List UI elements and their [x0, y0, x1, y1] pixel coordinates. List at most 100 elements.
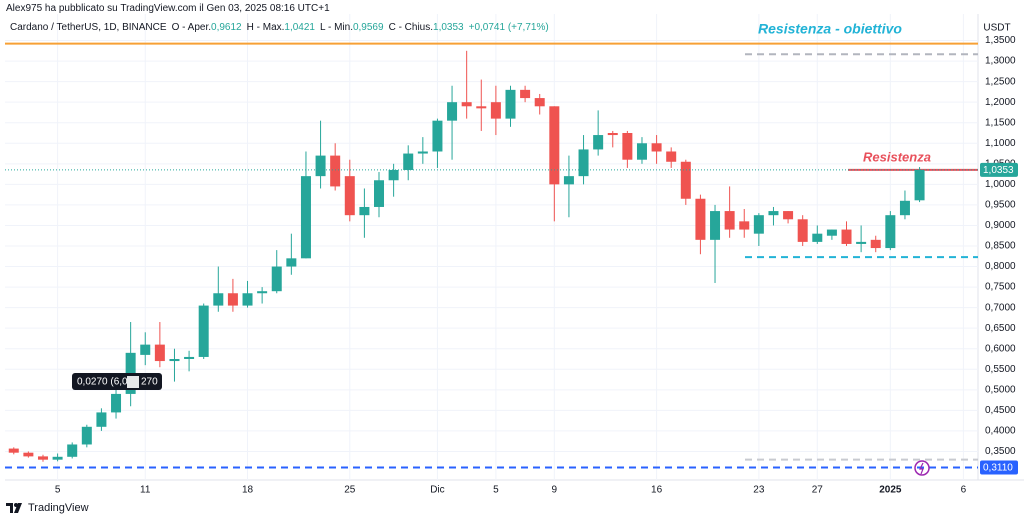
y-tick-label: 1,1500	[985, 117, 1016, 128]
y-tick-label: 0,4500	[985, 405, 1016, 416]
candle-body	[374, 180, 385, 207]
annotation: Resistenza	[863, 149, 931, 164]
x-tick-label: 6	[961, 485, 967, 496]
candle-body	[417, 151, 428, 154]
annotation: Resistenza - obiettivo	[758, 21, 902, 37]
candle-body	[826, 229, 837, 236]
candle-body	[841, 229, 852, 244]
candle-body	[490, 102, 501, 119]
y-tick-label: 0,8500	[985, 241, 1016, 252]
alert-icon	[914, 460, 930, 476]
y-tick-label: 1,0000	[985, 179, 1016, 190]
x-tick-label: 27	[812, 485, 824, 496]
y-tick-label: 0,5500	[985, 364, 1016, 375]
ohlc-label: O - Aper.	[171, 22, 212, 33]
candle-body	[286, 258, 297, 267]
candle-body	[476, 106, 487, 109]
x-tick-label: 9	[552, 485, 558, 496]
candle-body	[578, 149, 589, 177]
candle-body	[344, 176, 355, 216]
grid: 0,3500 0,4000 0,4500 0,5000 0,5500 0,6000 0,65…	[5, 14, 1016, 496]
price-tag-label: 1,0353	[983, 165, 1014, 176]
candle-body	[622, 133, 633, 160]
candle-body	[257, 291, 268, 294]
candle-body	[520, 89, 531, 99]
candle-body	[242, 293, 253, 306]
logo-icon	[6, 503, 22, 513]
alert-icon	[919, 462, 924, 475]
y-tick-label: 0,5000	[985, 384, 1016, 395]
x-tick-label: 2025	[879, 485, 902, 496]
currency-label: USDT	[983, 23, 1010, 34]
x-tick-label: 25	[344, 485, 356, 496]
y-tick-label: 1,1000	[985, 138, 1016, 149]
candle-body	[96, 412, 107, 427]
x-tick-label: 16	[651, 485, 663, 496]
y-tick-label: 1,2500	[985, 76, 1016, 87]
candle-body	[783, 211, 794, 220]
change: +0,0741 (+7,71%)	[468, 22, 549, 33]
candle-body	[169, 359, 180, 362]
candle-body	[271, 266, 282, 292]
footer: TradingView	[6, 502, 89, 514]
candle-body	[315, 155, 326, 177]
ohlc-item: H - Max.1,0421	[247, 22, 315, 33]
y-tick-label: 1,3500	[985, 35, 1016, 46]
price-tag	[980, 460, 1018, 475]
candle-body	[885, 215, 896, 249]
ohlc-value: 1,0421	[284, 22, 315, 33]
candle-body	[680, 161, 691, 199]
header: Alex975 ha pubblicato su TradingView.com…	[6, 3, 330, 14]
y-tick-label: 0,9000	[985, 220, 1016, 231]
candle-body	[695, 198, 706, 240]
candle-body	[198, 305, 209, 357]
candle-body	[37, 456, 48, 460]
y-tick-label: 0,6500	[985, 323, 1016, 334]
candle-body	[636, 143, 647, 160]
legend: Cardano / TetherUS, 1D, BINANCE O - Aper.…	[10, 22, 554, 33]
candle-body	[52, 456, 63, 460]
brand: TradingView	[28, 502, 89, 514]
x-tick-label: 23	[753, 485, 765, 496]
x-tick-label: 5	[55, 485, 61, 496]
candle-body	[447, 102, 458, 121]
candle-body	[593, 135, 604, 150]
ohlc-item: O - Aper.0,9612	[172, 22, 242, 33]
ohlc-item: C - Chius.1,0353	[389, 22, 464, 33]
candle-body	[651, 143, 662, 152]
ohlc-label: H - Max.	[246, 22, 285, 33]
ohlc-value: 0,9612	[211, 22, 242, 33]
candle-body	[403, 153, 414, 170]
tooltip-text: 0,0270 (6,0	[77, 377, 128, 388]
ohlc-label: L - Min.	[320, 22, 353, 33]
candle-body	[534, 98, 545, 107]
y-tick-label: 0,6000	[985, 343, 1016, 354]
candle-body	[432, 120, 443, 152]
candle-body	[797, 219, 808, 242]
ohlc-value: 1,0353	[433, 22, 464, 33]
y-tick-label: 1,3000	[985, 56, 1016, 67]
candle-body	[227, 293, 238, 306]
x-tick-label: 18	[242, 485, 254, 496]
candle-body	[67, 444, 78, 457]
candle-body	[914, 169, 925, 201]
candle-body	[330, 155, 341, 187]
candle-body	[739, 221, 750, 230]
overlay: 1,0353 0,3110 Resistenza - obiettivo Resist…	[5, 21, 1018, 476]
x-tick-label: 5	[493, 485, 499, 496]
candle-body	[549, 106, 560, 185]
candle-body	[300, 176, 311, 259]
price-tag	[980, 162, 1018, 177]
x-tick-label: Dic	[430, 485, 444, 496]
candle-body	[666, 151, 677, 162]
candle-body	[856, 241, 867, 244]
candle-body	[607, 133, 618, 136]
ohlc-item: L - Min.0,9569	[320, 22, 384, 33]
ohlc-label: C - Chius.	[388, 22, 434, 33]
candle-body	[388, 169, 399, 181]
y-tick-label: 0,9500	[985, 200, 1016, 211]
candle-body	[8, 448, 19, 453]
